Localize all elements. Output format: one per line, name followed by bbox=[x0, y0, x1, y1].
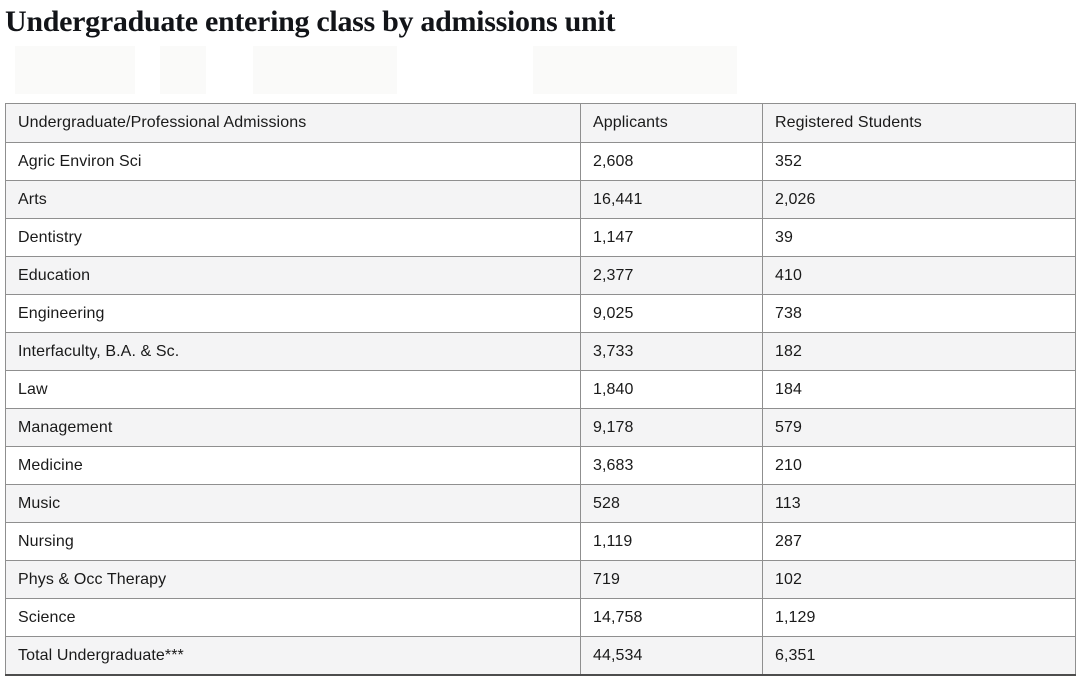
faded-text-block bbox=[15, 46, 135, 94]
table-row: Dentistry 1,147 39 bbox=[5, 218, 1076, 257]
header-row: Undergraduate/Professional Admissions Ap… bbox=[5, 103, 1076, 143]
column-header-admissions-unit: Undergraduate/Professional Admissions bbox=[5, 103, 581, 143]
faded-text-block bbox=[160, 46, 206, 94]
applicants-cell: 1,840 bbox=[580, 370, 763, 409]
registered-students-cell: 352 bbox=[762, 142, 1076, 181]
table-row: Education 2,377 410 bbox=[5, 256, 1076, 295]
faded-text-block bbox=[533, 46, 737, 94]
table-row: Science 14,758 1,129 bbox=[5, 598, 1076, 637]
table-body: Agric Environ Sci 2,608 352 Arts 16,441 2,026… bbox=[5, 142, 1076, 676]
registered-students-cell: 1,129 bbox=[762, 598, 1076, 637]
admissions-unit-cell: Dentistry bbox=[5, 218, 581, 257]
table-row: Arts 16,441 2,026 bbox=[5, 180, 1076, 219]
applicants-cell: 1,119 bbox=[580, 522, 763, 561]
applicants-cell: 16,441 bbox=[580, 180, 763, 219]
applicants-cell: 2,377 bbox=[580, 256, 763, 295]
applicants-cell: 1,147 bbox=[580, 218, 763, 257]
column-header-registered-students: Registered Students bbox=[762, 103, 1076, 143]
admissions-unit-cell: Education bbox=[5, 256, 581, 295]
applicants-cell: 9,025 bbox=[580, 294, 763, 333]
applicants-cell: 3,683 bbox=[580, 446, 763, 485]
admissions-unit-cell: Total Undergraduate*** bbox=[5, 636, 581, 676]
registered-students-cell: 2,026 bbox=[762, 180, 1076, 219]
registered-students-cell: 738 bbox=[762, 294, 1076, 333]
registered-students-cell: 210 bbox=[762, 446, 1076, 485]
admissions-unit-cell: Phys & Occ Therapy bbox=[5, 560, 581, 599]
applicants-cell: 528 bbox=[580, 484, 763, 523]
table-row: Engineering 9,025 738 bbox=[5, 294, 1076, 333]
table-row: Phys & Occ Therapy 719 102 bbox=[5, 560, 1076, 599]
total-row: Total Undergraduate*** 44,534 6,351 bbox=[5, 636, 1076, 676]
registered-students-cell: 287 bbox=[762, 522, 1076, 561]
registered-students-cell: 410 bbox=[762, 256, 1076, 295]
table-row: Agric Environ Sci 2,608 352 bbox=[5, 142, 1076, 181]
applicants-cell: 9,178 bbox=[580, 408, 763, 447]
table-row: Management 9,178 579 bbox=[5, 408, 1076, 447]
table-row: Interfaculty, B.A. & Sc. 3,733 182 bbox=[5, 332, 1076, 371]
applicants-cell: 719 bbox=[580, 560, 763, 599]
table-row: Law 1,840 184 bbox=[5, 370, 1076, 409]
admissions-unit-cell: Medicine bbox=[5, 446, 581, 485]
applicants-cell: 44,534 bbox=[580, 636, 763, 676]
admissions-table: Undergraduate/Professional Admissions Ap… bbox=[5, 103, 1076, 676]
registered-students-cell: 39 bbox=[762, 218, 1076, 257]
admissions-unit-cell: Agric Environ Sci bbox=[5, 142, 581, 181]
applicants-cell: 2,608 bbox=[580, 142, 763, 181]
registered-students-cell: 113 bbox=[762, 484, 1076, 523]
admissions-unit-cell: Nursing bbox=[5, 522, 581, 561]
admissions-unit-cell: Interfaculty, B.A. & Sc. bbox=[5, 332, 581, 371]
admissions-unit-cell: Engineering bbox=[5, 294, 581, 333]
admissions-unit-cell: Arts bbox=[5, 180, 581, 219]
table-row: Nursing 1,119 287 bbox=[5, 522, 1076, 561]
admissions-unit-cell: Science bbox=[5, 598, 581, 637]
registered-students-cell: 6,351 bbox=[762, 636, 1076, 676]
registered-students-cell: 182 bbox=[762, 332, 1076, 371]
table-row: Medicine 3,683 210 bbox=[5, 446, 1076, 485]
faded-text-artifact bbox=[0, 46, 1080, 94]
faded-text-block bbox=[253, 46, 397, 94]
table-row: Music 528 113 bbox=[5, 484, 1076, 523]
admissions-unit-cell: Music bbox=[5, 484, 581, 523]
admissions-unit-cell: Management bbox=[5, 408, 581, 447]
column-header-applicants: Applicants bbox=[580, 103, 763, 143]
registered-students-cell: 579 bbox=[762, 408, 1076, 447]
registered-students-cell: 102 bbox=[762, 560, 1076, 599]
admissions-unit-cell: Law bbox=[5, 370, 581, 409]
page-title: Undergraduate entering class by admissio… bbox=[5, 5, 616, 38]
applicants-cell: 14,758 bbox=[580, 598, 763, 637]
registered-students-cell: 184 bbox=[762, 370, 1076, 409]
applicants-cell: 3,733 bbox=[580, 332, 763, 371]
